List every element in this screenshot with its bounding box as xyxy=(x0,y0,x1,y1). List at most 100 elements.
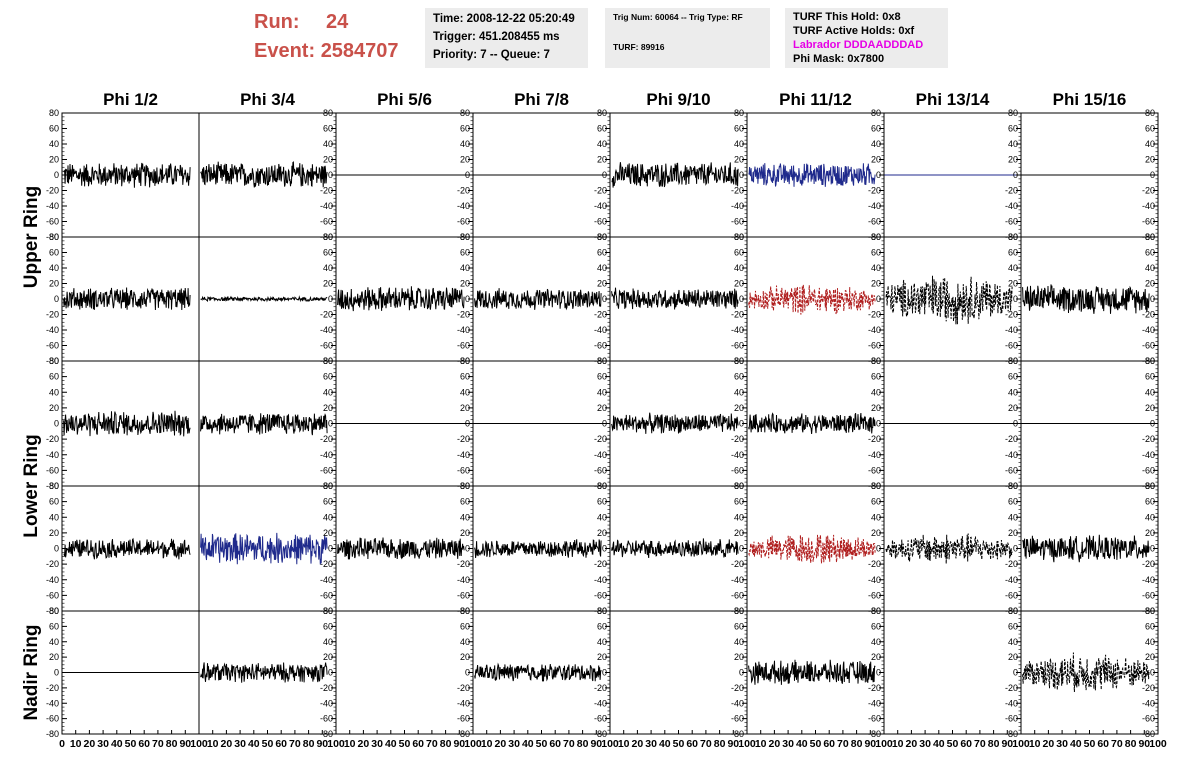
y-tick-label: -60 xyxy=(868,341,881,351)
y-tick-label: 0 xyxy=(876,419,881,429)
y-tick-label: -60 xyxy=(1142,590,1155,600)
y-tick-label: 60 xyxy=(323,621,333,631)
x-tick-label: 100 xyxy=(875,738,893,750)
waveform-trace xyxy=(200,161,328,188)
y-tick-label: 40 xyxy=(1145,637,1155,647)
y-tick-label: 20 xyxy=(734,403,744,413)
y-tick-label: -40 xyxy=(731,325,744,335)
y-tick-label: 80 xyxy=(1145,108,1155,118)
y-tick-label: 80 xyxy=(1008,481,1018,491)
y-tick-label: -20 xyxy=(594,559,607,569)
y-tick-label: -20 xyxy=(457,434,470,444)
y-tick-label: 20 xyxy=(871,528,881,538)
y-tick-label: 20 xyxy=(734,155,744,165)
trig-info-text: Trig Num: 60064 -- Trig Type: RF xyxy=(613,12,743,22)
priority-text: Priority: 7 -- Queue: 7 xyxy=(433,49,550,61)
x-tick-label: 80 xyxy=(303,738,315,750)
y-tick-label: -60 xyxy=(320,714,333,724)
y-tick-label: -60 xyxy=(457,217,470,227)
turf-active-text: TURF Active Holds: 0xf xyxy=(793,25,915,37)
y-tick-label: -60 xyxy=(868,217,881,227)
phi-mask-text: Phi Mask: 0x7800 xyxy=(793,53,885,65)
y-tick-label: 40 xyxy=(49,263,59,273)
y-tick-label: 20 xyxy=(49,652,59,662)
y-tick-label: 20 xyxy=(871,652,881,662)
y-tick-label: -20 xyxy=(1005,434,1018,444)
x-tick-label: 0 xyxy=(59,738,65,750)
y-tick-label: 40 xyxy=(1145,263,1155,273)
y-tick-label: 40 xyxy=(734,637,744,647)
y-tick-label: 0 xyxy=(465,294,470,304)
x-tick-label: 30 xyxy=(782,738,794,750)
x-tick-label: 100 xyxy=(464,738,482,750)
y-tick-label: 40 xyxy=(597,387,607,397)
y-tick-label: 20 xyxy=(1145,652,1155,662)
y-tick-label: -20 xyxy=(868,683,881,693)
y-tick-label: -40 xyxy=(868,325,881,335)
waveform-trace xyxy=(63,537,191,560)
y-tick-label: 20 xyxy=(597,652,607,662)
y-tick-label: 40 xyxy=(49,512,59,522)
y-tick-label: -20 xyxy=(1142,434,1155,444)
y-tick-label: 20 xyxy=(1008,652,1018,662)
y-tick-label: 80 xyxy=(1008,356,1018,366)
y-tick-label: 60 xyxy=(1008,124,1018,134)
y-tick-label: 0 xyxy=(328,668,333,678)
y-tick-label: 60 xyxy=(323,372,333,382)
y-tick-label: 0 xyxy=(1013,294,1018,304)
waveform-trace xyxy=(63,410,191,437)
y-tick-label: 20 xyxy=(323,403,333,413)
y-tick-label: 20 xyxy=(460,528,470,538)
y-tick-label: -40 xyxy=(457,575,470,585)
y-tick-label: 20 xyxy=(1145,528,1155,538)
y-tick-label: 0 xyxy=(739,294,744,304)
y-tick-label: 20 xyxy=(323,652,333,662)
y-tick-label: 80 xyxy=(734,606,744,616)
time-text: Time: 2008-12-22 05:20:49 xyxy=(433,13,575,25)
y-tick-label: -60 xyxy=(1005,714,1018,724)
x-tick-label: 70 xyxy=(1111,738,1123,750)
y-tick-label: 80 xyxy=(597,232,607,242)
y-tick-label: 60 xyxy=(1008,372,1018,382)
event-line: Event: 2584707 xyxy=(254,37,399,66)
y-tick-label: -40 xyxy=(731,450,744,460)
y-tick-label: 80 xyxy=(734,356,744,366)
y-tick-label: 60 xyxy=(734,124,744,134)
y-tick-label: 80 xyxy=(1145,606,1155,616)
row-label: Upper Ring xyxy=(21,186,42,288)
y-tick-label: -40 xyxy=(868,698,881,708)
y-tick-label: -60 xyxy=(457,714,470,724)
y-tick-label: -80 xyxy=(46,232,59,242)
y-tick-label: 80 xyxy=(871,232,881,242)
y-tick-label: 20 xyxy=(49,528,59,538)
y-tick-label: 0 xyxy=(602,668,607,678)
y-tick-label: -60 xyxy=(731,465,744,475)
y-tick-label: 40 xyxy=(49,387,59,397)
y-tick-label: -20 xyxy=(731,186,744,196)
y-tick-label: -60 xyxy=(320,217,333,227)
y-tick-label: 20 xyxy=(460,155,470,165)
y-tick-label: 60 xyxy=(734,621,744,631)
x-tick-label: 20 xyxy=(84,738,96,750)
y-tick-label: -20 xyxy=(320,310,333,320)
x-tick-label: 20 xyxy=(906,738,918,750)
y-tick-label: 20 xyxy=(1145,155,1155,165)
y-tick-label: 20 xyxy=(49,403,59,413)
x-tick-label: 80 xyxy=(714,738,726,750)
y-tick-label: 0 xyxy=(876,544,881,554)
y-tick-label: 40 xyxy=(597,512,607,522)
y-tick-label: 60 xyxy=(460,621,470,631)
y-tick-label: 0 xyxy=(328,419,333,429)
x-tick-label: 20 xyxy=(1043,738,1055,750)
y-tick-label: 40 xyxy=(734,512,744,522)
y-tick-label: -20 xyxy=(731,434,744,444)
x-tick-label: 20 xyxy=(632,738,644,750)
y-tick-label: -60 xyxy=(594,714,607,724)
y-tick-label: -20 xyxy=(457,559,470,569)
waveform-trace xyxy=(611,287,739,310)
y-tick-label: 60 xyxy=(323,248,333,258)
y-tick-label: -80 xyxy=(868,729,881,739)
y-tick-label: 20 xyxy=(871,279,881,289)
x-tick-label: 90 xyxy=(453,738,465,750)
y-tick-label: 20 xyxy=(734,528,744,538)
